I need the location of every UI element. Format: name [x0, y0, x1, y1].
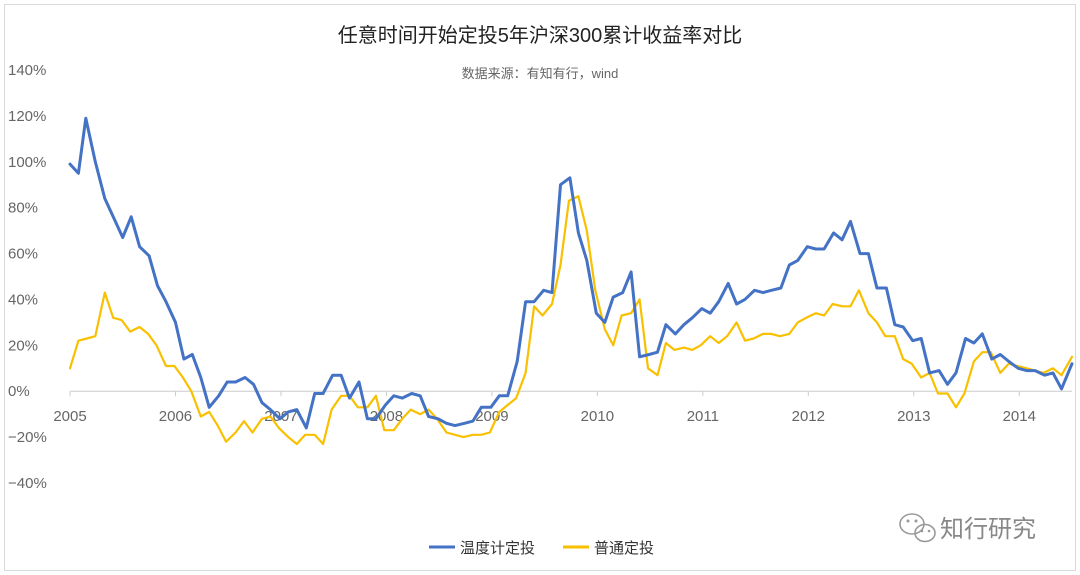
- series-lines: [68, 116, 1074, 446]
- y-tick-label: 40%: [8, 291, 38, 308]
- x-axis-ticks: 2005 2006 2007 2008 2009 2010 2011 2012 2013 2014: [53, 391, 1036, 425]
- y-axis-ticks: 140% 120% 100% 80% 60% 40% 20% 0% −20% −40%: [8, 62, 47, 492]
- legend-item-putong[interactable]: 普通定投: [563, 540, 654, 557]
- series-line-putong: [68, 195, 1074, 446]
- x-tick-label: 2008: [370, 408, 403, 425]
- series-line-wendu: [68, 116, 1074, 430]
- y-tick-label: 140%: [8, 62, 46, 79]
- chart-subtitle: 数据来源：有知有行，wind: [462, 66, 619, 81]
- x-tick-label: 2006: [159, 408, 192, 425]
- legend-item-wendu[interactable]: 温度计定投: [429, 540, 535, 557]
- y-tick-label: 20%: [8, 337, 38, 354]
- watermark: 知行研究: [899, 513, 1036, 543]
- y-tick-label: 0%: [8, 383, 30, 400]
- x-tick-label: 2011: [687, 408, 719, 425]
- y-tick-label: 120%: [8, 108, 46, 125]
- x-tick-label: 2013: [897, 408, 930, 425]
- legend: 温度计定投 普通定投: [429, 540, 654, 557]
- y-tick-label: 60%: [8, 246, 38, 263]
- x-tick-label: 2012: [792, 408, 825, 425]
- legend-label-wendu: 温度计定投: [460, 540, 535, 557]
- x-tick-label: 2014: [1003, 408, 1036, 425]
- y-tick-label: −20%: [8, 429, 47, 446]
- x-tick-label: 2005: [53, 408, 86, 425]
- chart-title: 任意时间开始定投5年沪深300累计收益率对比: [338, 24, 743, 47]
- y-tick-label: −40%: [8, 475, 47, 492]
- x-tick-label: 2010: [581, 408, 614, 425]
- legend-label-putong: 普通定投: [594, 540, 654, 557]
- y-tick-label: 100%: [8, 154, 46, 171]
- y-tick-label: 80%: [8, 200, 38, 217]
- wechat-icon: [899, 513, 936, 543]
- watermark-text: 知行研究: [940, 516, 1036, 543]
- chart-frame: [4, 4, 1076, 571]
